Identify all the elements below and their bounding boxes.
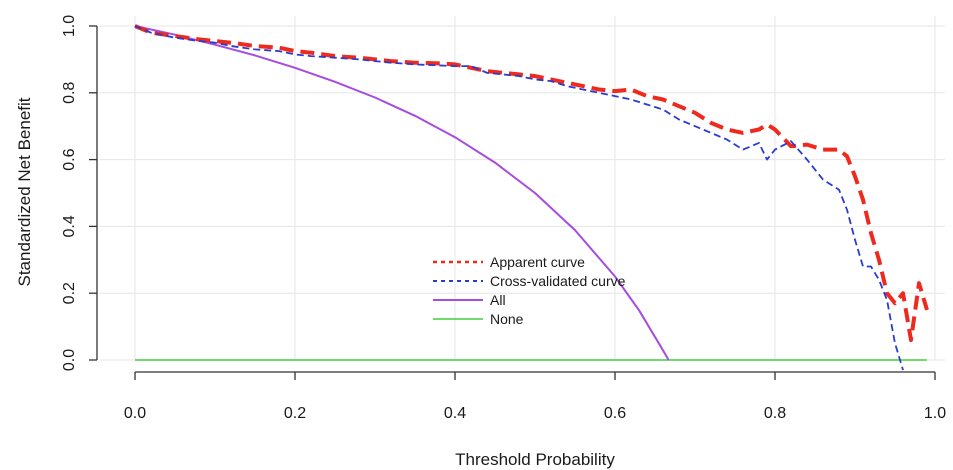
x-tick-label: 0.6 (604, 405, 626, 422)
x-axis-title: Threshold Probability (455, 450, 615, 469)
x-tick-label: 0.2 (284, 405, 306, 422)
x-tick-label: 1.0 (924, 405, 946, 422)
series-line-all (134, 25, 670, 361)
y-tick-label: 1.0 (61, 15, 78, 37)
y-tick-label: 0.4 (61, 215, 78, 237)
legend: Apparent curve Cross-validated curve All No… (433, 254, 626, 327)
legend-label: Cross-validated curve (490, 273, 626, 289)
series-line-apparent-curve (134, 24, 929, 342)
x-tick-label: 0.8 (764, 405, 786, 422)
y-tick-label: 0.2 (61, 282, 78, 304)
y-tick-label: 0.6 (61, 148, 78, 170)
legend-label: None (490, 311, 524, 327)
grid-lines (100, 16, 945, 361)
legend-label: All (490, 292, 506, 308)
x-tick-label: 0.4 (444, 405, 466, 422)
series-line-cross-validated-curve (134, 25, 904, 371)
x-tick-label: 0.0 (124, 405, 146, 422)
y-axis-title: Standardized Net Benefit (15, 97, 34, 286)
y-tick-label: 0.0 (61, 349, 78, 371)
legend-label: Apparent curve (490, 254, 585, 270)
series-layer (134, 24, 929, 371)
y-tick-label: 0.8 (61, 82, 78, 104)
axes: 0.0 0.2 0.4 0.6 0.8 1.0 0.0 0.2 0.4 0.6 0.8 1.0 (61, 15, 946, 422)
